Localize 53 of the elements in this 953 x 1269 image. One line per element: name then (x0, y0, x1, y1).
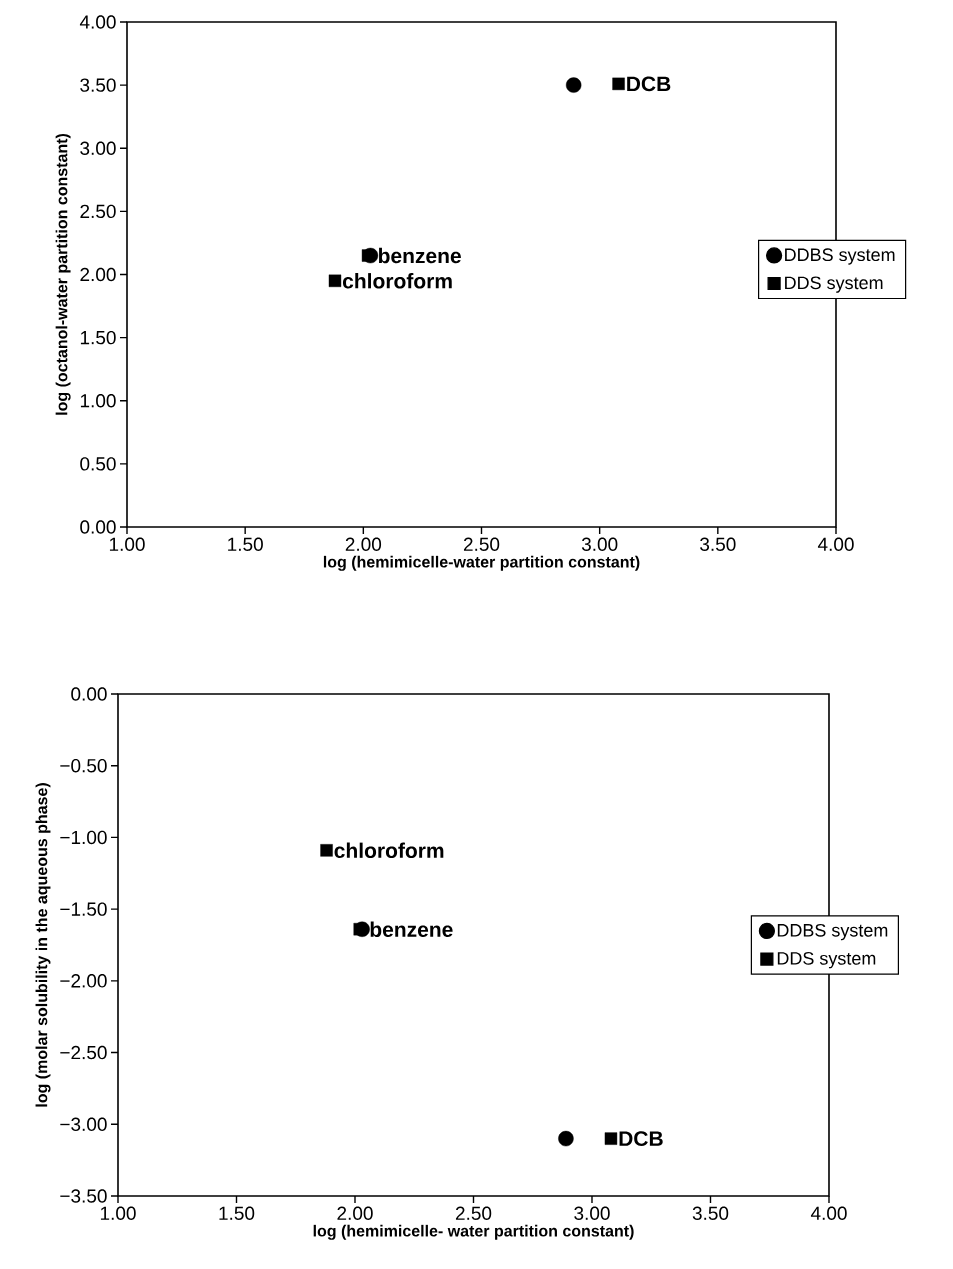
x-tick-label: 3.50 (692, 1206, 729, 1220)
x-tick-label: 2.00 (345, 537, 382, 551)
y-tick-label: −1.50 (60, 902, 107, 916)
annotation: benzene (379, 247, 461, 264)
point (320, 844, 333, 857)
y-tick-label: −3.00 (60, 1117, 107, 1132)
y-tick-label: 0.00 (71, 687, 107, 701)
x-tick-label: 2.50 (455, 1206, 492, 1220)
y-tick-label: −2.50 (60, 1045, 107, 1060)
legend-label: DDBS system (777, 923, 888, 941)
y-tick-label: −1.00 (60, 830, 107, 845)
legend-label: DDS system (777, 951, 876, 969)
x-tick-label: 1.50 (228, 537, 263, 551)
y-tick-label: 3.00 (80, 141, 116, 155)
x-tick-label: 3.00 (581, 537, 618, 551)
y-tick-label: −0.50 (60, 758, 107, 773)
point (361, 249, 375, 262)
x-tick-label: 2.00 (337, 1206, 373, 1220)
annotation: benzene (370, 921, 453, 937)
point (565, 77, 582, 93)
y-tick-label: 2.50 (80, 204, 116, 219)
x-tick-label: 4.00 (810, 1206, 847, 1220)
point (328, 274, 342, 288)
point (604, 1132, 618, 1145)
point (612, 77, 625, 91)
x-tick-label: 3.00 (574, 1206, 610, 1220)
y-axis-title: log (octanol-water partition constant) (55, 133, 71, 415)
point (353, 923, 366, 936)
y-tick-label: 0.50 (80, 457, 116, 471)
x-tick-label: 2.50 (463, 537, 500, 551)
y-tick-label: 3.50 (80, 78, 116, 92)
legend-label: DDS system (785, 276, 883, 293)
x-tick-label: 1.50 (219, 1206, 255, 1220)
y-tick-label: −3.50 (60, 1189, 107, 1203)
x-tick-label: 4.00 (817, 537, 854, 551)
y-tick-label: 4.00 (79, 15, 116, 29)
y-tick-label: 1.50 (80, 330, 116, 345)
y-tick-label: 2.00 (80, 267, 116, 282)
annotation: DCB (627, 76, 671, 92)
y-tick-label: 1.00 (80, 394, 116, 408)
x-axis-title: log (hemimicelle-water partition constant) (323, 555, 640, 571)
y-axis-title: log (molar solubility in the aqueous phase) (35, 783, 51, 1107)
x-tick-label: 3.50 (700, 537, 736, 551)
x-axis-title: log (hemimicelle- water partition constant) (313, 1224, 634, 1240)
x-tick-label: 1.00 (100, 1206, 136, 1220)
y-tick-label: −2.00 (60, 974, 107, 988)
legend-label: DDBS system (785, 248, 895, 265)
annotation: chloroform (334, 842, 444, 859)
x-tick-label: 1.00 (109, 537, 145, 551)
annotation: DCB (619, 1131, 663, 1147)
point (558, 1130, 574, 1147)
annotation: chloroform (342, 273, 452, 289)
y-tick-label: 0.00 (80, 520, 116, 534)
